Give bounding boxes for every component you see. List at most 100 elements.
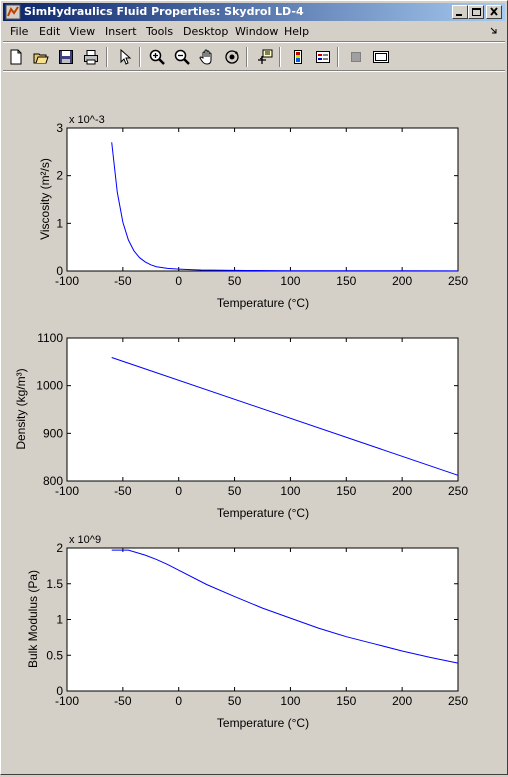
y-tick-label: 1 <box>56 216 63 230</box>
zoom-in-button[interactable] <box>146 46 168 68</box>
y-tick-label: 0 <box>56 684 63 698</box>
y-tick-label: 900 <box>43 426 63 440</box>
x-tick-label: -100 <box>55 694 79 708</box>
dock-arrow-icon[interactable] <box>489 25 499 37</box>
menu-bar: File Edit View Insert Tools Desktop Wind… <box>3 22 505 41</box>
menu-tools[interactable]: Tools <box>146 25 174 38</box>
ticks: -100 -50 0 50 100 150 200 250 800 900 1000 1100 <box>36 331 468 498</box>
y-axis-label: Density (kg/m³) <box>14 368 28 449</box>
menu-edit[interactable]: Edit <box>39 25 61 38</box>
x-tick-label: 100 <box>280 484 300 498</box>
maximize-icon <box>472 8 481 16</box>
zoom-out-icon <box>174 49 190 65</box>
data-cursor-button[interactable] <box>254 46 276 68</box>
new-figure-button[interactable] <box>5 46 27 68</box>
menu-separator <box>3 41 505 43</box>
menu-help[interactable]: Help <box>284 25 310 38</box>
exponent-label: x 10^-3 <box>69 114 105 126</box>
zoom-in-icon <box>149 49 165 65</box>
menu-window[interactable]: Window <box>235 25 279 38</box>
minimize-icon <box>456 14 462 16</box>
title-bar[interactable]: SimHydraulics Fluid Properties: Skydrol … <box>3 3 505 21</box>
y-tick-label: 1.5 <box>46 577 63 591</box>
close-icon <box>490 7 498 16</box>
toolbar-separator <box>106 47 108 67</box>
viscosity-axes[interactable]: x 10^-3 Viscosity (m²/s) Temperature (°C… <box>38 114 468 310</box>
y-axis-label: Viscosity (m²/s) <box>38 158 52 240</box>
open-file-icon <box>33 53 49 64</box>
y-tick-label: 3 <box>56 121 63 135</box>
plots-svg: x 10^-3 Viscosity (m²/s) Temperature (°C… <box>14 114 468 730</box>
rotate-3d-icon <box>225 50 239 64</box>
ticks: -100 -50 0 50 100 150 200 250 0 1 2 3 <box>55 121 468 288</box>
show-plot-tools-icon <box>373 51 389 63</box>
density-axes[interactable]: Density (kg/m³) Temperature (°C) -100 -50… <box>14 331 468 520</box>
zoom-out-button[interactable] <box>171 46 193 68</box>
minimize-button[interactable] <box>452 5 468 19</box>
x-tick-label: 200 <box>392 694 412 708</box>
x-tick-label: 0 <box>175 694 182 708</box>
menu-desktop[interactable]: Desktop <box>183 25 229 38</box>
x-tick-label: -100 <box>55 484 79 498</box>
y-tick-label: 1000 <box>36 379 63 393</box>
show-plot-tools-button[interactable] <box>370 46 392 68</box>
toolbar-separator <box>337 47 339 67</box>
series-line <box>111 549 459 664</box>
pan-button[interactable] <box>196 46 218 68</box>
x-tick-label: 150 <box>336 694 356 708</box>
exponent-label: x 10^9 <box>69 534 101 546</box>
toolbar-bottom-separator <box>3 70 505 72</box>
rotate-3d-button[interactable] <box>221 46 243 68</box>
print-button[interactable] <box>80 46 102 68</box>
print-icon <box>84 50 98 65</box>
edit-plot-button[interactable] <box>114 46 136 68</box>
toolbar-separator <box>139 47 141 67</box>
figure-canvas: x 10^-3 Viscosity (m²/s) Temperature (°C… <box>3 73 507 773</box>
close-button[interactable] <box>486 5 502 19</box>
colorbar-button[interactable] <box>287 46 309 68</box>
x-axis-label: Temperature (°C) <box>217 506 309 520</box>
save-button[interactable] <box>55 46 77 68</box>
x-tick-label: 0 <box>175 484 182 498</box>
bulk-modulus-axes[interactable]: x 10^9 Bulk Modulus (Pa) Temperature (°C… <box>26 534 468 730</box>
colorbar-icon <box>294 50 302 64</box>
x-tick-label: -50 <box>114 694 132 708</box>
y-tick-label: 1 <box>56 613 63 627</box>
save-icon <box>59 50 73 64</box>
x-tick-label: 200 <box>392 274 412 288</box>
edit-plot-arrow-icon <box>120 49 132 65</box>
ticks: -100 -50 0 50 100 150 200 250 0 0.5 1 1.5 2 <box>46 541 468 708</box>
x-tick-label: 100 <box>280 694 300 708</box>
open-file-button[interactable] <box>30 46 52 68</box>
x-tick-label: 150 <box>336 274 356 288</box>
plot-area <box>66 127 459 272</box>
menu-view[interactable]: View <box>69 25 96 38</box>
y-tick-label: 800 <box>43 474 63 488</box>
series-line <box>111 357 459 476</box>
data-cursor-icon <box>258 49 273 64</box>
x-tick-label: 0 <box>175 274 182 288</box>
x-tick-label: 100 <box>280 274 300 288</box>
x-axis-label: Temperature (°C) <box>217 296 309 310</box>
x-tick-label: 50 <box>228 694 242 708</box>
x-tick-label: 250 <box>448 274 468 288</box>
window-title: SimHydraulics Fluid Properties: Skydrol … <box>24 5 304 18</box>
x-tick-label: -50 <box>114 274 132 288</box>
y-tick-label: 2 <box>56 169 63 183</box>
y-axis-label: Bulk Modulus (Pa) <box>26 570 40 668</box>
legend-icon <box>316 51 330 63</box>
maximize-button[interactable] <box>468 5 484 19</box>
hide-plot-tools-icon <box>351 52 361 62</box>
exponent-label-text: x 10^9 <box>69 534 101 546</box>
y-tick-label: 2 <box>56 541 63 555</box>
legend-button[interactable] <box>312 46 334 68</box>
x-axis-label: Temperature (°C) <box>217 716 309 730</box>
toolbar-separator <box>279 47 281 67</box>
menu-file[interactable]: File <box>10 25 29 38</box>
new-figure-icon <box>10 49 22 65</box>
y-tick-label: 0 <box>56 264 63 278</box>
menu-insert[interactable]: Insert <box>105 25 137 38</box>
x-tick-label: 50 <box>228 484 242 498</box>
hide-plot-tools-button[interactable] <box>345 46 367 68</box>
